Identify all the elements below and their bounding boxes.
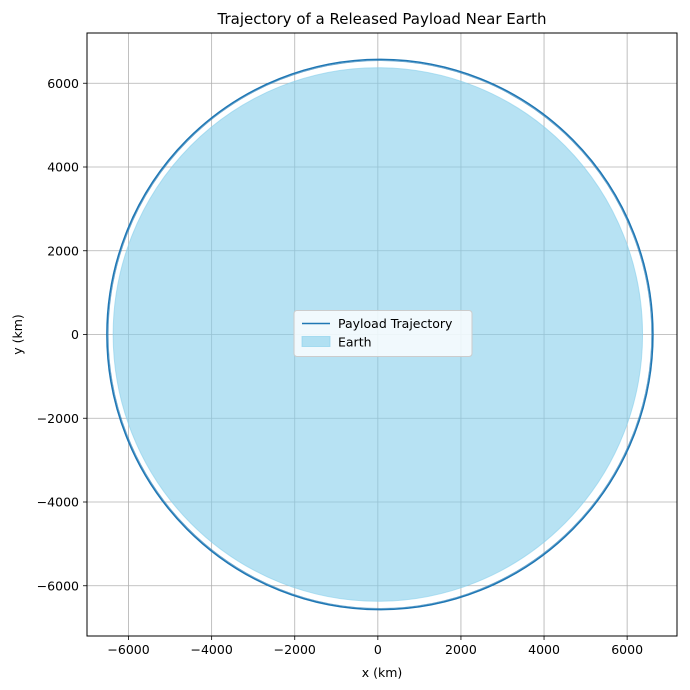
x-tick-label: −4000 <box>190 642 232 657</box>
chart-title: Trajectory of a Released Payload Near Ea… <box>217 10 547 28</box>
legend-swatch-earth <box>301 336 331 347</box>
legend: Payload Trajectory Earth <box>293 310 473 357</box>
y-tick-label: −4000 <box>37 495 79 510</box>
x-tick-label: 4000 <box>528 642 560 657</box>
x-tick-label: 0 <box>374 642 382 657</box>
payload-trajectory-line <box>107 60 653 609</box>
ticks: −6000 −4000 −2000 0 2000 4000 6000 −6000 −4000 −2… <box>37 76 643 657</box>
x-tick-label: −2000 <box>274 642 316 657</box>
x-tick-label: −6000 <box>107 642 149 657</box>
y-tick-label: 4000 <box>47 160 79 175</box>
legend-label-earth: Earth <box>338 335 372 350</box>
legend-label-trajectory: Payload Trajectory <box>338 316 453 331</box>
x-axis-label: x (km) <box>362 665 403 680</box>
y-tick-label: 0 <box>71 327 79 342</box>
legend-box <box>293 310 473 357</box>
y-axis-label: y (km) <box>10 314 25 355</box>
x-tick-label: 6000 <box>611 642 643 657</box>
y-tick-label: 2000 <box>47 243 79 258</box>
y-tick-label: 6000 <box>47 76 79 91</box>
payload-trajectory-line <box>106 58 654 611</box>
x-tick-label: 2000 <box>445 642 477 657</box>
y-tick-label: −6000 <box>37 578 79 593</box>
y-tick-label: −2000 <box>37 411 79 426</box>
